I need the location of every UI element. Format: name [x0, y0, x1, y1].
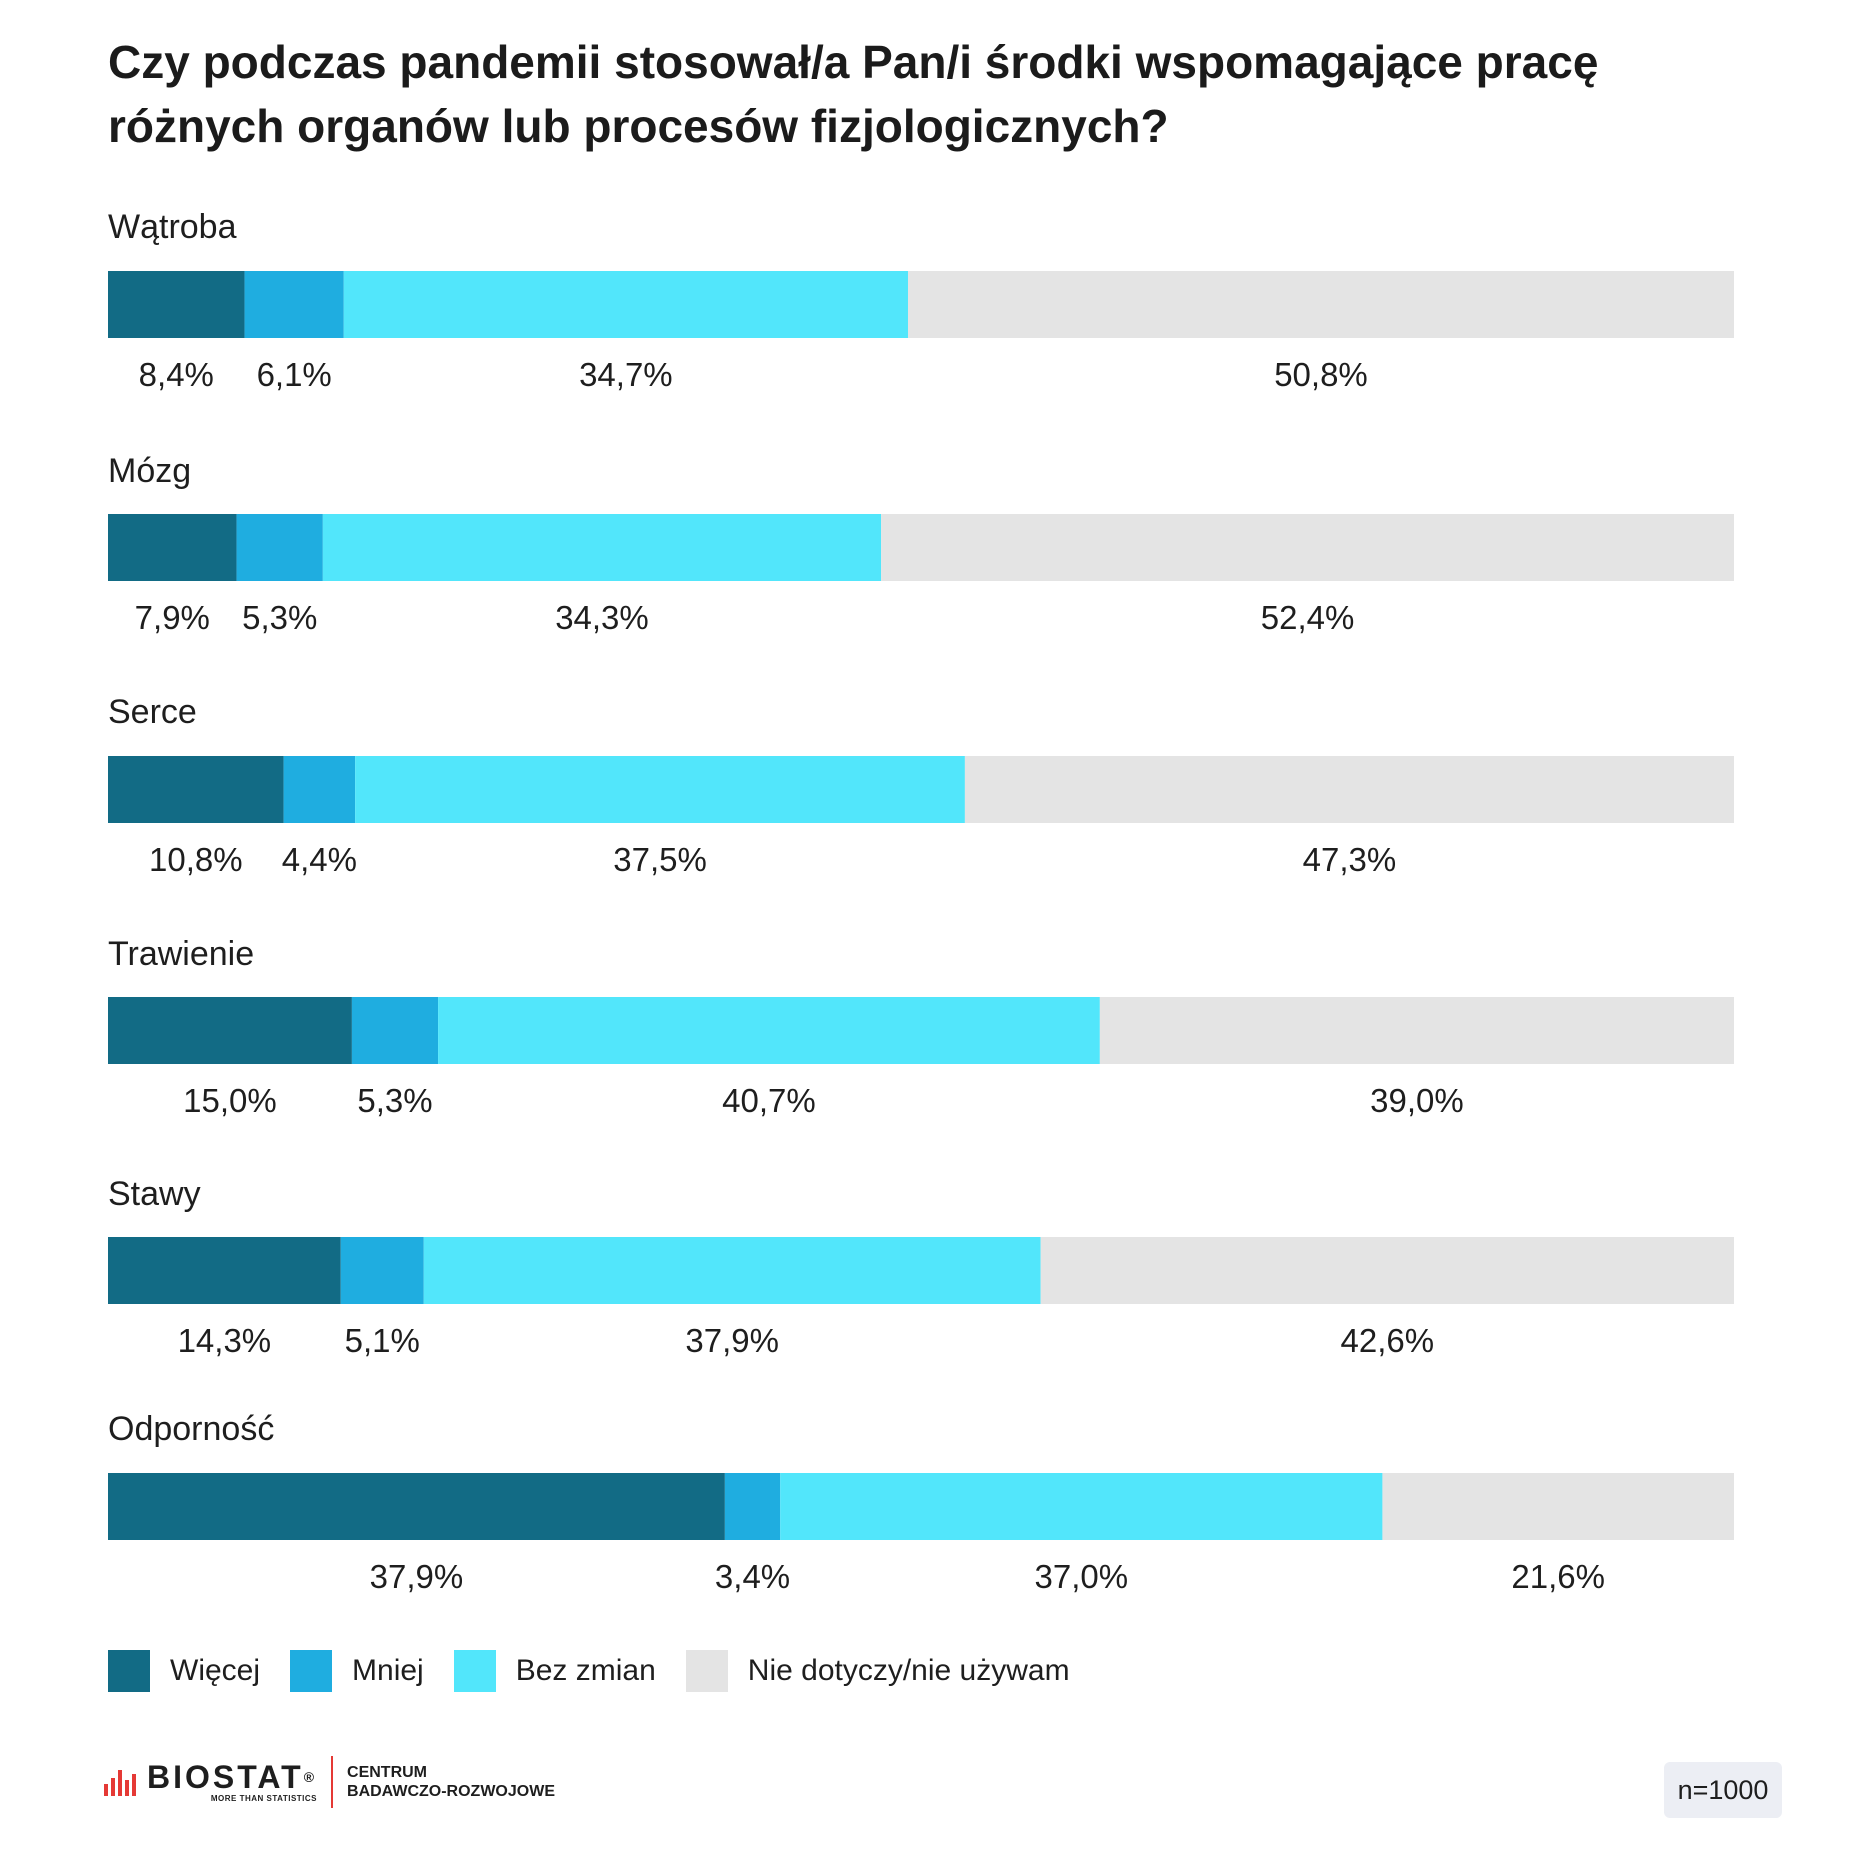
legend-label-wiecej: Więcej — [170, 1654, 261, 1687]
bar-watroba-nie-dotyczy-nie-uzywam — [907, 271, 1734, 338]
bar-serce-wiecej — [108, 756, 284, 823]
value-label-stawy-bez-zmian: 37,9% — [685, 1322, 779, 1359]
legend-label-mniej: Mniej — [352, 1654, 424, 1687]
bar-trawienie-nie-dotyczy-nie-uzywam — [1099, 997, 1734, 1064]
logo-divider — [331, 1756, 334, 1808]
row-label-odpornosc: Odporność — [108, 1410, 274, 1448]
value-label-trawienie-nie-dotyczy-nie-uzywam: 39,0% — [1370, 1082, 1464, 1119]
row-label-mozg: Mózg — [108, 452, 191, 490]
value-label-odpornosc-nie-dotyczy-nie-uzywam: 21,6% — [1511, 1558, 1605, 1595]
legend-label-bez-zmian: Bez zmian — [515, 1654, 656, 1687]
row-label-trawienie: Trawienie — [108, 935, 254, 973]
bar-odpornosc-bez-zmian — [780, 1473, 1383, 1540]
value-label-trawienie-bez-zmian: 40,7% — [722, 1082, 816, 1119]
legend: Więcej Mniej Bez zmian Nie dotyczy/nie u… — [108, 1650, 1100, 1692]
row-label-serce: Serce — [108, 693, 197, 731]
value-label-watroba-nie-dotyczy-nie-uzywam: 50,8% — [1274, 356, 1368, 393]
bar-watroba-bez-zmian — [343, 271, 908, 338]
value-label-mozg-wiecej: 7,9% — [135, 599, 210, 636]
bar-mozg-bez-zmian — [322, 514, 882, 581]
legend-item-bez-zmian: Bez zmian — [453, 1650, 656, 1692]
value-label-trawienie-wiecej: 15,0% — [183, 1082, 277, 1119]
sample-size-badge: n=1000 — [1664, 1762, 1782, 1818]
legend-swatch-mniej — [290, 1650, 333, 1692]
biostat-logo: BIOSTAT® MORE THAN STATISTICS CENTRUM BA… — [104, 1752, 555, 1812]
logo-tagline: MORE THAN STATISTICS — [210, 1793, 318, 1803]
bar-mozg-nie-dotyczy-nie-uzywam — [881, 514, 1734, 581]
value-label-serce-bez-zmian: 37,5% — [613, 841, 707, 878]
value-label-odpornosc-bez-zmian: 37,0% — [1035, 1558, 1129, 1595]
value-label-watroba-bez-zmian: 34,7% — [579, 356, 673, 393]
bar-odpornosc-wiecej — [108, 1473, 725, 1540]
legend-item-nie-dotyczy: Nie dotyczy/nie używam — [685, 1650, 1070, 1692]
bar-mozg-mniej — [236, 514, 323, 581]
bar-odpornosc-mniej — [724, 1473, 781, 1540]
value-label-stawy-wiecej: 14,3% — [178, 1322, 272, 1359]
logo-wordmark: BIOSTAT® — [147, 1758, 318, 1795]
legend-swatch-nie-dotyczy — [685, 1650, 728, 1692]
row-label-stawy: Stawy — [108, 1175, 201, 1213]
bar-stawy-wiecej — [108, 1237, 341, 1304]
bar-serce-mniej — [283, 756, 356, 823]
logo-text: BIOSTAT® MORE THAN STATISTICS — [147, 1758, 318, 1803]
value-label-watroba-mniej: 6,1% — [257, 356, 332, 393]
value-label-mozg-bez-zmian: 34,3% — [555, 599, 649, 636]
bar-watroba-mniej — [244, 271, 344, 338]
bar-stawy-mniej — [340, 1237, 424, 1304]
value-label-mozg-mniej: 5,3% — [242, 599, 317, 636]
bar-serce-bez-zmian — [355, 756, 965, 823]
bar-trawienie-wiecej — [108, 997, 352, 1064]
value-label-trawienie-mniej: 5,3% — [357, 1082, 432, 1119]
value-label-serce-nie-dotyczy-nie-uzywam: 47,3% — [1303, 841, 1397, 878]
bar-serce-nie-dotyczy-nie-uzywam — [964, 756, 1734, 823]
bar-trawienie-bez-zmian — [438, 997, 1100, 1064]
legend-swatch-bez-zmian — [453, 1650, 496, 1692]
bar-stawy-nie-dotyczy-nie-uzywam — [1040, 1237, 1734, 1304]
legend-swatch-wiecej — [108, 1650, 150, 1692]
bar-stawy-bez-zmian — [423, 1237, 1041, 1304]
bar-trawienie-mniej — [351, 997, 439, 1064]
bar-mozg-wiecej — [108, 514, 237, 581]
row-label-watroba: Wątroba — [108, 208, 237, 246]
value-label-stawy-mniej: 5,1% — [345, 1322, 420, 1359]
legend-item-wiecej: Więcej — [108, 1650, 260, 1692]
value-label-serce-mniej: 4,4% — [282, 841, 357, 878]
value-label-odpornosc-wiecej: 37,9% — [370, 1558, 464, 1595]
logo-bars-icon — [104, 1768, 139, 1796]
bar-odpornosc-nie-dotyczy-nie-uzywam — [1382, 1473, 1734, 1540]
value-label-stawy-nie-dotyczy-nie-uzywam: 42,6% — [1341, 1322, 1435, 1359]
chart-title: Czy podczas pandemii stosował/a Pan/i śr… — [108, 36, 1599, 152]
value-label-serce-wiecej: 10,8% — [149, 841, 243, 878]
value-label-mozg-nie-dotyczy-nie-uzywam: 52,4% — [1261, 599, 1355, 636]
centrum-label: CENTRUM BADAWCZO-ROZWOJOWE — [347, 1764, 555, 1800]
value-label-odpornosc-mniej: 3,4% — [715, 1558, 790, 1595]
value-label-watroba-wiecej: 8,4% — [139, 356, 214, 393]
legend-item-mniej: Mniej — [290, 1650, 424, 1692]
bar-watroba-wiecej — [108, 271, 245, 338]
legend-label-nie-dotyczy: Nie dotyczy/nie używam — [747, 1654, 1070, 1687]
